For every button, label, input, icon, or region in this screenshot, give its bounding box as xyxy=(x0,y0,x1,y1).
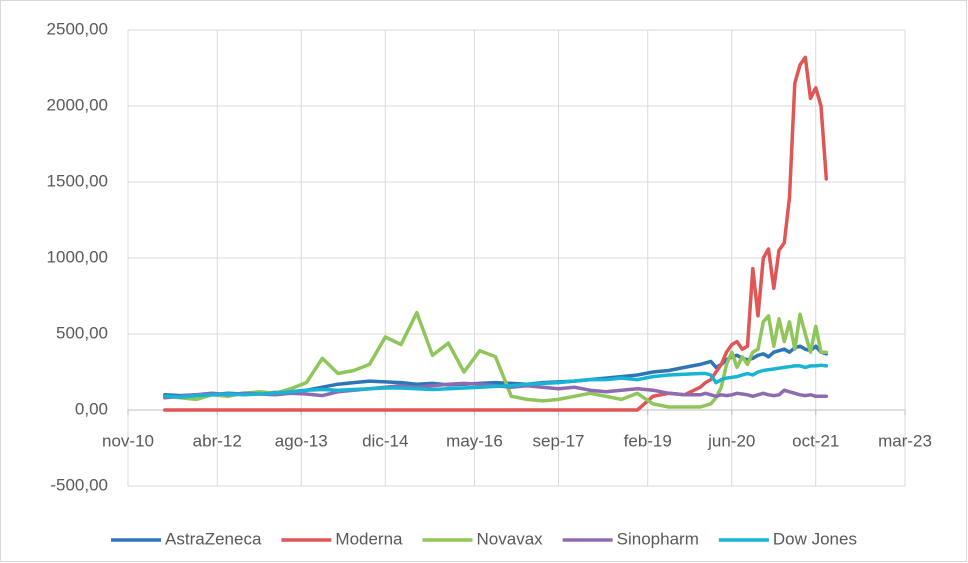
y-tick-label: 1000,00 xyxy=(47,247,108,266)
x-tick-label: mar-23 xyxy=(878,431,932,450)
x-tick-label: sep-17 xyxy=(533,431,585,450)
x-tick-label: abr-12 xyxy=(193,431,242,450)
x-tick-label: nov-10 xyxy=(102,431,154,450)
legend-label: Dow Jones xyxy=(773,529,857,548)
x-tick-label: jun-20 xyxy=(707,431,755,450)
x-tick-label: oct-21 xyxy=(792,431,839,450)
y-tick-label: 2500,00 xyxy=(47,19,108,38)
legend-label: Moderna xyxy=(335,529,403,548)
x-tick-label: feb-19 xyxy=(624,431,672,450)
x-tick-label: may-16 xyxy=(446,431,503,450)
y-tick-label: 2000,00 xyxy=(47,95,108,114)
series-line xyxy=(163,310,829,409)
x-tick-label: dic-14 xyxy=(362,431,408,450)
y-tick-label: -500,00 xyxy=(50,475,108,494)
x-tick-label: ago-13 xyxy=(275,431,328,450)
series-line xyxy=(163,55,829,412)
legend-label: Novavax xyxy=(477,529,544,548)
y-tick-label: 0,00 xyxy=(75,399,108,418)
legend-label: AstraZeneca xyxy=(165,529,262,548)
y-tick-label: 500,00 xyxy=(56,323,108,342)
legend-label: Sinopharm xyxy=(617,529,699,548)
series-line xyxy=(163,381,829,400)
y-tick-label: 1500,00 xyxy=(47,171,108,190)
series-line xyxy=(163,363,829,399)
